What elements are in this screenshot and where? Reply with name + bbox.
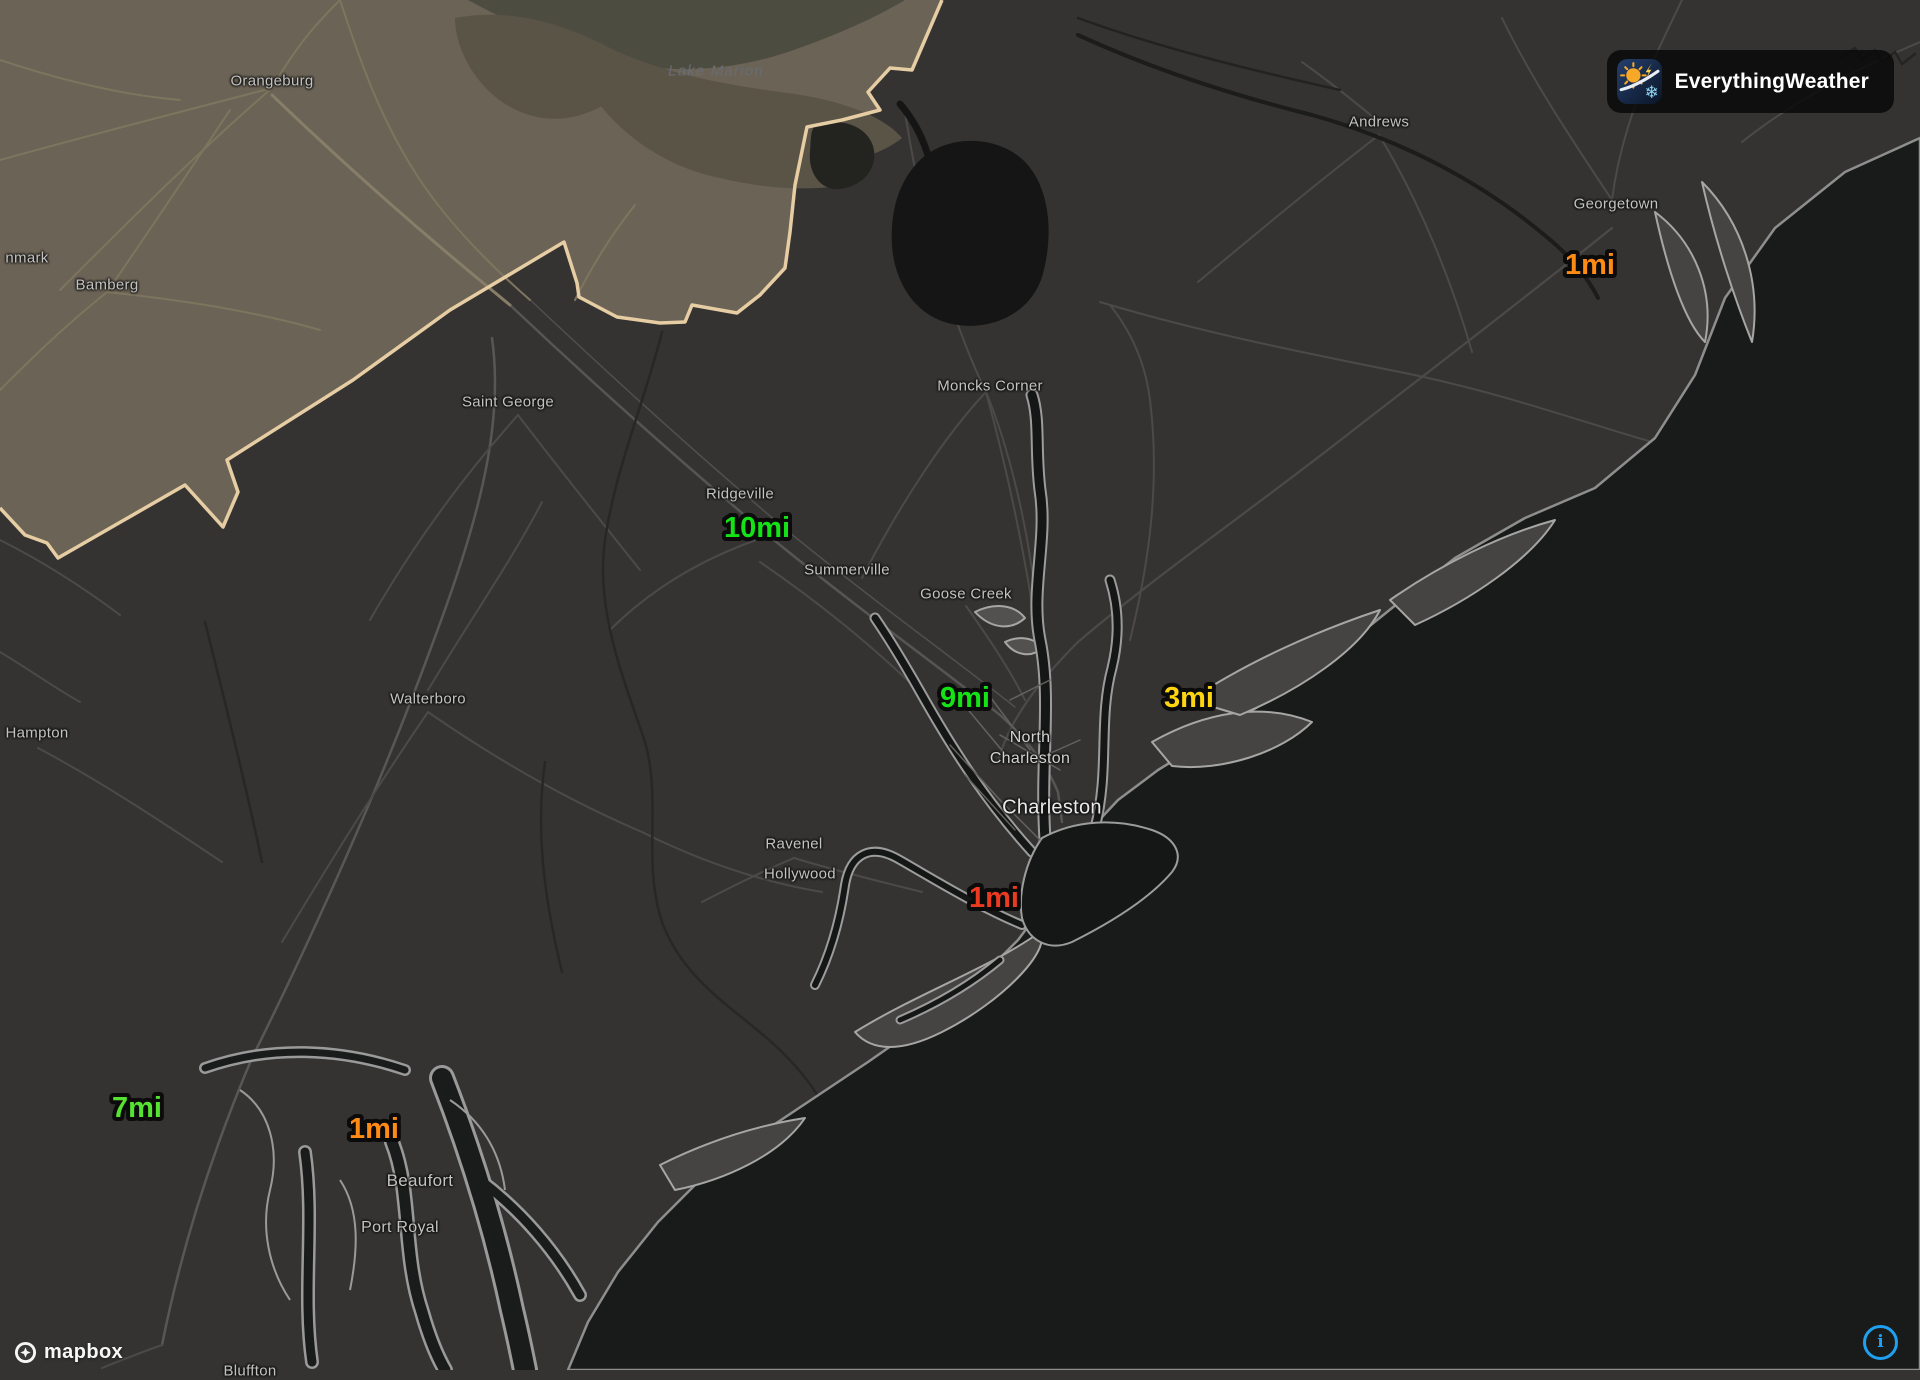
beaufort-water [199,1046,587,1370]
mapbox-icon [14,1341,37,1364]
beige-region [0,0,942,558]
info-button[interactable]: i [1863,1325,1898,1360]
mapbox-attribution[interactable]: mapbox [14,1341,123,1364]
region-border [0,0,944,560]
svg-text:❄: ❄ [1644,83,1659,103]
info-icon: i [1877,1332,1884,1352]
brand-name: EverythingWeather [1674,69,1869,93]
urban-roads [949,679,1081,841]
rivers-layer [203,16,1917,1102]
lake-moultrie [891,100,1049,326]
brand-badge: ❄ EverythingWeather [1606,50,1894,113]
mapbox-wordmark: mapbox [44,1341,124,1363]
everythingweather-logo-icon: ❄ [1616,59,1662,104]
